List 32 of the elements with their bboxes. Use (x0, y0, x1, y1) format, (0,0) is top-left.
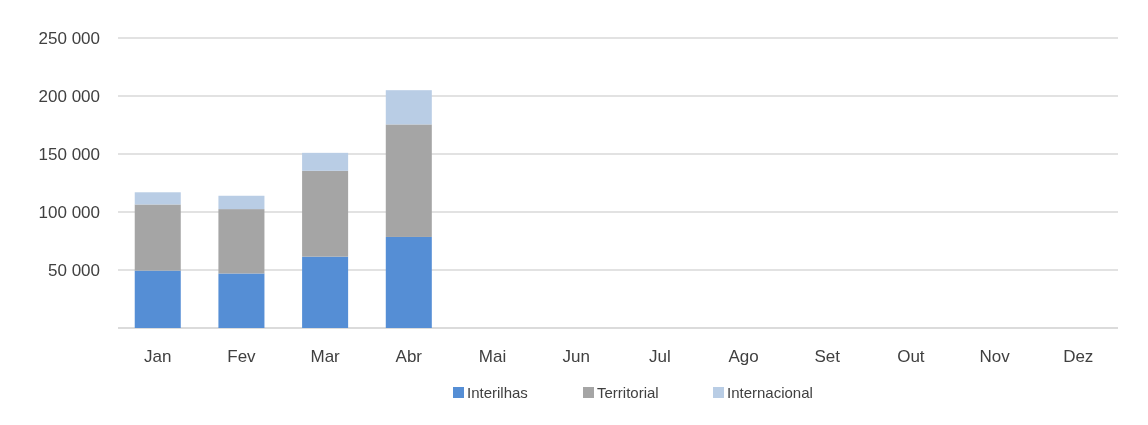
bar (218, 195, 265, 210)
x-tick-label: Mar (310, 347, 341, 366)
bar (218, 209, 265, 274)
y-tick-label: 100 000 (38, 202, 100, 222)
x-tick-label: Abr (395, 347, 423, 366)
bar (302, 152, 349, 171)
legend-label: Territorial (597, 384, 659, 402)
x-tick-label: Set (814, 347, 841, 366)
legend-label: Internacional (727, 384, 813, 402)
bar (385, 124, 432, 237)
bar (302, 170, 349, 257)
x-tick-label: Dez (1063, 347, 1094, 366)
legend-label: Interilhas (467, 384, 528, 402)
x-tick-label: Jul (648, 347, 671, 366)
x-tick-label: Fev (227, 347, 257, 366)
bar (385, 236, 432, 328)
y-tick-label: 250 000 (38, 28, 100, 48)
x-tick-label: Out (897, 347, 925, 366)
y-tick-label: 50 000 (48, 260, 100, 280)
bar (134, 192, 181, 205)
y-tick-label: 200 000 (38, 86, 100, 106)
x-tick-label: Jun (562, 347, 590, 366)
x-tick-label: Nov (979, 347, 1011, 366)
x-tick-label: Mai (478, 347, 507, 366)
bar (134, 204, 181, 271)
y-tick-label: 150 000 (38, 144, 100, 164)
x-tick-label: Jan (144, 347, 172, 366)
bar (385, 90, 432, 125)
bar (218, 273, 265, 328)
bar (302, 256, 349, 328)
bar (134, 270, 181, 328)
x-tick-label: Ago (728, 347, 759, 366)
